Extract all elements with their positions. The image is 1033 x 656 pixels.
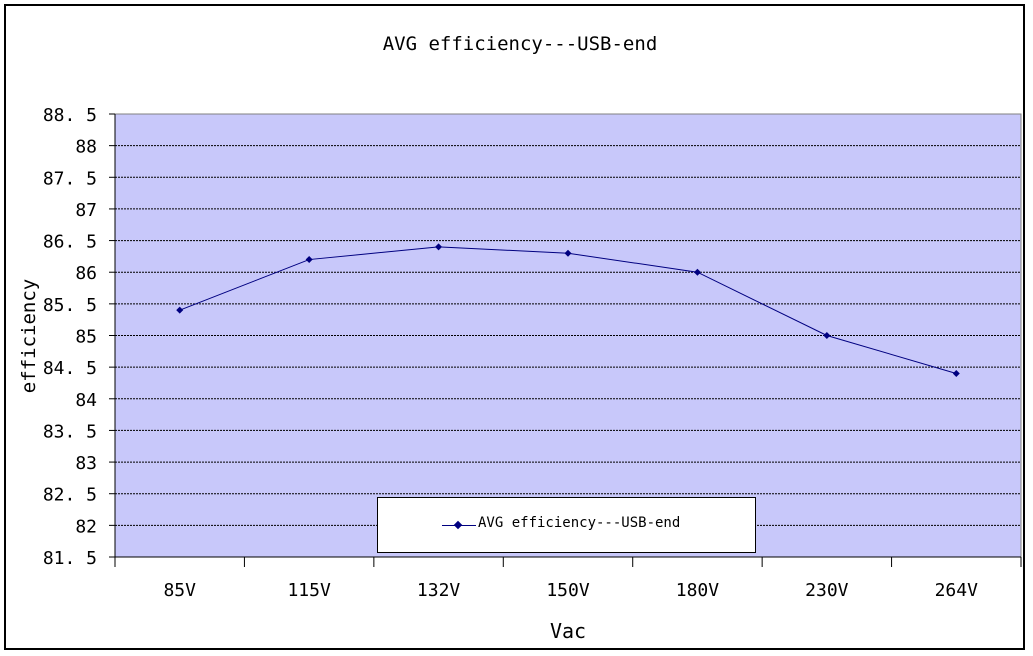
y-tick-label: 85. 5 <box>43 295 97 316</box>
x-tick-label: 180V <box>676 580 720 601</box>
y-tick-label: 88 <box>75 137 97 158</box>
x-tick-labels: 85V 115V 132V 150V 180V 230V 264V <box>163 580 978 601</box>
y-tick-label: 88. 5 <box>43 105 97 126</box>
x-tick-label: 132V <box>417 580 461 601</box>
y-tick-label: 84 <box>75 390 97 411</box>
data-point <box>693 268 701 276</box>
y-tick-label: 87. 5 <box>43 168 97 189</box>
y-tick-label: 83. 5 <box>43 421 97 442</box>
data-points <box>176 243 960 377</box>
y-tick-label: 82. 5 <box>43 485 97 506</box>
legend-label: AVG efficiency---USB-end <box>478 515 681 531</box>
data-point <box>305 256 313 264</box>
y-tick-label: 83 <box>75 453 97 474</box>
data-point <box>952 369 960 377</box>
x-tick-label: 85V <box>163 580 196 601</box>
legend-diamond-marker <box>453 520 463 530</box>
data-point <box>435 243 443 251</box>
x-tick-label: 264V <box>935 580 979 601</box>
y-axis-label: efficiency <box>18 279 40 393</box>
y-tick-label: 84. 5 <box>43 358 97 379</box>
data-point <box>823 332 831 339</box>
x-axis-label: Vac <box>550 619 586 643</box>
y-tick-label: 86 <box>75 263 97 284</box>
data-point <box>564 249 572 257</box>
legend: AVG efficiency---USB-end <box>377 497 756 553</box>
data-point <box>176 306 184 314</box>
axes <box>109 113 1022 567</box>
gridlines <box>115 145 1021 526</box>
y-tick-labels: 81. 5 82 82. 5 83 83. 5 84 84. 5 85 85. 5 86 86. 5… <box>43 105 97 569</box>
y-tick-label: 85 <box>75 327 97 348</box>
x-tick-label: 115V <box>287 580 331 601</box>
y-tick-label: 87 <box>75 200 97 221</box>
y-tick-label: 81. 5 <box>43 548 97 569</box>
x-tick-label: 150V <box>546 580 590 601</box>
chart-title: AVG efficiency---USB-end <box>383 33 658 55</box>
y-tick-label: 86. 5 <box>43 232 97 253</box>
y-tick-label: 82 <box>75 516 97 537</box>
x-tick-label: 230V <box>805 580 849 601</box>
